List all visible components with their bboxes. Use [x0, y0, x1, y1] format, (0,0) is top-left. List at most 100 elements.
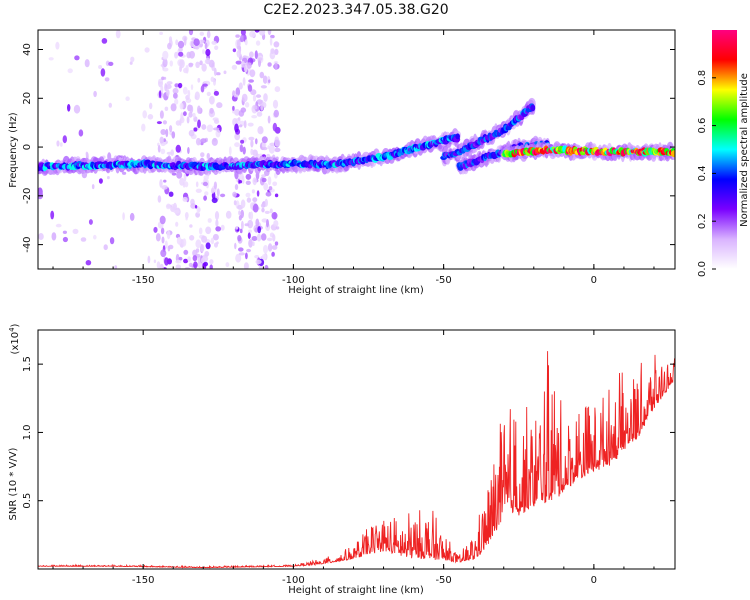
x-tick-label: -150: [132, 575, 155, 586]
snr-ticks: -150 -100 -50 0 0.5 1.0 1.5: [22, 330, 675, 586]
noise-blob: [189, 50, 195, 59]
noise-blob: [206, 124, 214, 133]
noise-blob: [215, 219, 219, 228]
noise-blob: [205, 226, 212, 235]
noise-blob: [248, 238, 253, 248]
noise-blob: [195, 61, 200, 68]
noise-blob: [115, 30, 121, 39]
noise-blob: [247, 232, 251, 239]
x-tick-label: 0: [591, 275, 597, 286]
noise-blob: [248, 79, 255, 83]
noise-blob: [252, 203, 259, 213]
noise-blob: [274, 147, 281, 153]
noise-blob: [275, 226, 280, 230]
noise-blob: [274, 48, 279, 56]
noise-blob: [178, 256, 183, 261]
noise-blob: [206, 91, 211, 97]
noise-blob: [197, 105, 201, 114]
noise-blob: [242, 146, 246, 155]
noise-blob: [176, 171, 183, 179]
noise-blob: [186, 116, 190, 124]
noise-blob: [271, 212, 278, 220]
noise-blob: [216, 102, 223, 109]
noise-blob: [241, 93, 248, 103]
noise-blob: [169, 125, 173, 133]
noise-blob: [158, 90, 162, 99]
noise-blob: [233, 200, 237, 206]
noise-blob: [245, 173, 252, 180]
snr-series-line: [38, 351, 675, 569]
noise-blob: [205, 57, 211, 65]
noise-blob: [179, 177, 185, 186]
noise-blob: [166, 151, 173, 155]
noise-blob: [212, 233, 219, 241]
noise-blob: [180, 112, 184, 121]
noise-blob: [56, 140, 60, 147]
noise-blob: [114, 265, 118, 269]
noise-blob: [266, 219, 269, 228]
noise-blob: [107, 176, 110, 180]
noise-blob: [183, 249, 189, 255]
noise-blob: [254, 30, 260, 33]
noise-blob: [240, 30, 246, 36]
noise-blob: [243, 120, 247, 129]
noise-blob: [267, 176, 272, 186]
noise-blob: [188, 62, 193, 68]
noise-blob: [232, 48, 237, 53]
noise-blob: [178, 51, 184, 57]
noise-blob: [193, 261, 198, 269]
noise-blob: [241, 220, 244, 230]
noise-blob: [157, 145, 161, 153]
noise-blob: [142, 110, 147, 119]
noise-blob: [161, 236, 165, 244]
noise-blob: [195, 181, 199, 188]
noise-blob: [220, 193, 226, 198]
noise-blob: [264, 198, 268, 207]
noise-blob: [175, 144, 181, 153]
noise-blob: [244, 64, 248, 73]
noise-blob: [260, 103, 264, 111]
noise-blob: [272, 99, 279, 109]
noise-blob: [197, 119, 201, 129]
x-tick-label: -100: [282, 575, 305, 586]
noise-blob: [163, 138, 167, 143]
x-tick-label: -50: [435, 275, 451, 286]
noise-blob: [257, 226, 262, 234]
noise-blob: [216, 241, 219, 245]
noise-blob: [260, 203, 266, 208]
noise-blob: [108, 102, 113, 108]
snr-panel: -150 -100 -50 0 0.5 1.0 1.5 Height of straight…: [8, 323, 676, 596]
noise-blob: [236, 39, 241, 48]
noise-blob: [80, 237, 87, 242]
noise-blob: [252, 241, 255, 246]
noise-blob: [255, 94, 262, 98]
noise-blob: [85, 151, 89, 157]
noise-blob: [234, 132, 241, 141]
noise-blob: [199, 31, 205, 36]
noise-blob: [206, 30, 211, 39]
spectrogram-ylabel: Frequency (Hz): [8, 112, 19, 188]
noise-blob: [104, 77, 110, 82]
noise-blob: [201, 124, 207, 130]
noise-blob: [271, 251, 275, 257]
noise-blob: [175, 221, 179, 227]
colorbar-tick-label: 0.4: [697, 165, 708, 181]
noise-blob: [175, 259, 182, 264]
noise-blob: [245, 192, 251, 198]
noise-blob: [267, 115, 271, 124]
noise-blob: [202, 181, 208, 187]
noise-blob: [189, 235, 195, 241]
noise-blob: [200, 138, 207, 144]
noise-blob: [215, 129, 221, 138]
noise-blob: [203, 175, 209, 181]
ridge-cell: [670, 150, 675, 158]
noise-blob: [209, 264, 213, 269]
snr-frame: [37, 329, 676, 570]
noise-blob: [271, 245, 278, 250]
noise-blob: [201, 235, 208, 243]
noise-blob: [163, 179, 167, 183]
y-tick-label: 40: [22, 43, 33, 56]
colorbar-tick-label: 0.2: [697, 213, 708, 229]
noise-blob: [236, 45, 242, 50]
noise-blob: [198, 140, 202, 145]
